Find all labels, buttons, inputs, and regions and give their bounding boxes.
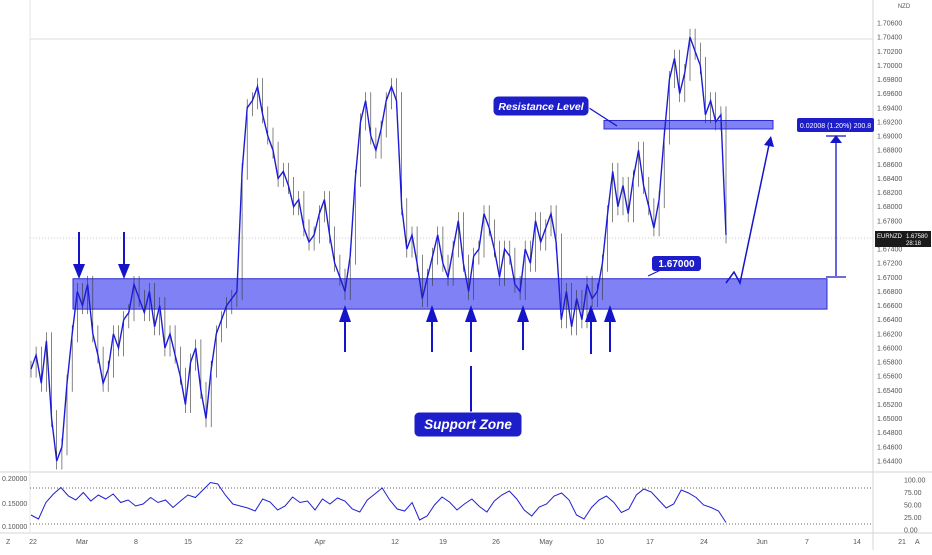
resistance-label: Resistance Level [498,101,584,113]
time-tick-label: 14 [853,539,861,546]
oscillator-axes: 100.00 75.00 50.00 25.00 0.00 0.20000 0.15000 0… [2,476,926,535]
measure-label: 0.02008 (1.20%) 200.8 [800,123,871,130]
price-tick-label: 1.69400 [877,105,902,112]
osc-right-tick-label: 0.00 [904,528,918,535]
price-tick-label: 1.65200 [877,402,902,409]
price-tick-label: 1.70600 [877,21,902,28]
price-axis: 1.70600 1.70400 1.70200 1.70000 1.69800 1.696… [877,21,902,466]
price-tick-label: 1.70400 [877,35,902,42]
time-tick-label: 7 [805,539,809,546]
support-label: Support Zone [424,417,512,432]
countdown-label: 28:18 [906,241,922,247]
up-arrow[interactable] [604,305,616,352]
price-tick-label: 1.69600 [877,91,902,98]
time-tick-label: 15 [184,539,192,546]
up-arrow[interactable] [517,305,529,350]
price-tick-label: 1.69800 [877,77,902,84]
resistance-callout-box [492,95,590,117]
price-tick-label: 1.67800 [877,218,902,225]
price-wicks [30,28,727,470]
osc-right-tick-label: 25.00 [904,515,922,522]
osc-right-tick-label: 75.00 [904,490,922,497]
measure-tool[interactable]: 0.02008 (1.20%) 200.8 [797,118,874,278]
time-tick-label: 12 [391,539,399,546]
osc-right-tick-label: 100.00 [904,478,926,485]
down-arrow[interactable] [73,232,85,279]
osc-right-tick-label: 50.00 [904,503,922,510]
price-tick-label: 1.66800 [877,289,902,296]
price-tick-label: 1.66000 [877,345,902,352]
up-arrow[interactable] [339,305,351,352]
price-tick-label: 1.69200 [877,119,902,126]
time-axis-right-edge: A [915,539,920,546]
price-tick-label: 1.66200 [877,331,902,338]
price-label-box [875,231,931,247]
currency-label: NZD [898,4,911,10]
price-tick-label: 1.67000 [877,275,902,282]
down-arrow[interactable] [118,232,130,279]
time-tick-label: 10 [596,539,604,546]
time-tick-label: 8 [134,539,138,546]
price-tick-label: 1.67400 [877,247,902,254]
price-tick-label: 1.66600 [877,303,902,310]
level-label: 1.67000 [658,259,695,270]
price-tick-label: 1.69000 [877,134,902,141]
time-tick-label: 21 [898,539,906,546]
support-callout-box [413,411,523,438]
symbol-label: EURNZD [877,234,903,240]
osc-left-tick-label: 0.10000 [2,524,27,531]
price-series-line [30,36,727,462]
price-tick-label: 1.65400 [877,388,902,395]
up-arrow[interactable] [585,305,597,354]
time-tick-label: Apr [315,539,327,546]
price-tick-label: 1.65600 [877,374,902,381]
level-callout-box [652,256,701,271]
time-tick-label: 26 [492,539,500,546]
price-tick-label: 1.70000 [877,63,902,70]
time-tick-label: May [539,539,553,546]
osc-left-tick-label: 0.20000 [2,476,27,483]
price-tick-label: 1.64600 [877,444,902,451]
price-tick-label: 1.65800 [877,360,902,367]
price-tick-label: 1.68000 [877,204,902,211]
price-tick-label: 1.68400 [877,176,902,183]
price-tick-label: 1.64800 [877,430,902,437]
up-arrow[interactable] [465,305,477,352]
price-tick-label: 1.68600 [877,162,902,169]
time-axis[interactable]: 22 Mar 8 15 22 Apr 12 19 26 May 10 17 24 Jun 7 14 21 [29,539,906,546]
resistance-callout-pointer [585,105,618,127]
time-axis-left-edge: Z [6,539,11,546]
time-tick-label: 22 [29,539,37,546]
support-zone[interactable] [72,278,828,310]
oscillator-line [30,481,727,523]
current-price-label: 1.67580 [906,234,928,240]
price-tick-label: 1.66400 [877,317,902,324]
projected-path [725,139,771,286]
time-tick-label: 19 [439,539,447,546]
resistance-zone[interactable] [603,119,774,130]
time-tick-label: 17 [646,539,654,546]
projected-path-arrowhead [764,136,774,147]
price-tick-label: 1.68200 [877,190,902,197]
price-tick-label: 1.67200 [877,261,902,268]
time-tick-label: 24 [700,539,708,546]
time-tick-label: 22 [235,539,243,546]
osc-left-tick-label: 0.15000 [2,501,27,508]
price-tick-label: 1.64400 [877,459,902,466]
price-tick-label: 1.70200 [877,49,902,56]
price-tick-label: 1.68800 [877,148,902,155]
time-tick-label: Mar [76,539,89,546]
price-tick-label: 1.65000 [877,416,902,423]
time-tick-label: Jun [756,539,767,546]
up-arrow[interactable] [426,305,438,352]
